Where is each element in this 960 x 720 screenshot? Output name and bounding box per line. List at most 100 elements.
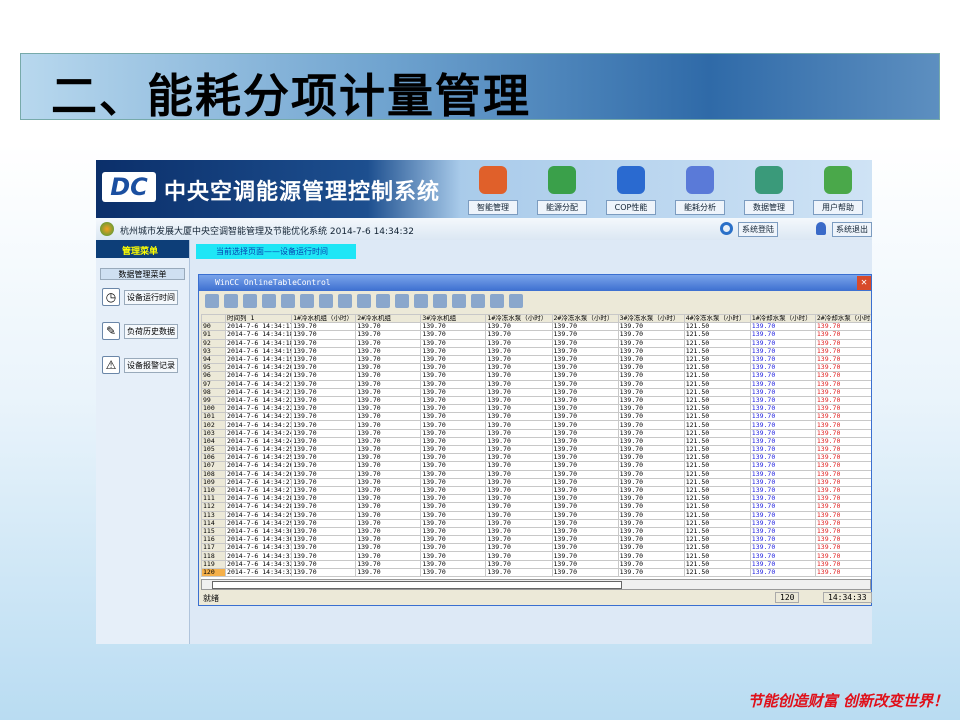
table-row[interactable]: 100 2014-7-6 14:34:22 139.70 139.70 139.70 13… (201, 404, 871, 414)
column-header[interactable]: 1#冷却水泵（小时） (749, 314, 816, 324)
column-header[interactable]: 3#冷水机组 (420, 314, 487, 324)
sidebar-item[interactable]: ◷ 设备运行时间 (96, 286, 189, 314)
table-cell: 139.70 (814, 551, 871, 561)
properties-icon[interactable] (376, 294, 390, 308)
table-cell: 139.70 (749, 379, 816, 389)
nav-1[interactable]: 能源分配 (537, 166, 587, 215)
table-row[interactable]: 107 2014-7-6 14:34:26 139.70 139.70 139.70 13… (201, 461, 871, 471)
table-cell: 103 (201, 428, 227, 438)
table-cell: 139.70 (485, 404, 553, 414)
column-header[interactable]: 1#冷冻水泵（小时） (485, 314, 553, 324)
column-header[interactable]: 4#冷冻水泵（小时） (683, 314, 751, 324)
column-header[interactable]: 时间列 1 (225, 314, 293, 324)
table-row[interactable]: 92 2014-7-6 14:34:18 139.70 139.70 139.70 139… (201, 338, 871, 348)
table-row[interactable]: 94 2014-7-6 14:34:19 139.70 139.70 139.70 139… (201, 354, 871, 365)
timer-icon[interactable] (395, 294, 409, 308)
table-cell: 139.70 (355, 412, 422, 422)
table-cell: 139.70 (485, 485, 553, 496)
table-row[interactable]: 114 2014-7-6 14:34:29 139.70 139.70 139.70 13… (201, 518, 871, 528)
pause-icon[interactable] (452, 294, 466, 308)
table-row[interactable]: 112 2014-7-6 14:34:28 139.70 139.70 139.70 13… (201, 502, 871, 512)
print-icon[interactable] (471, 294, 485, 308)
table-row[interactable]: 99 2014-7-6 14:34:22 139.70 139.70 139.70 139… (201, 395, 871, 406)
table-row[interactable]: 117 2014-7-6 14:34:31 139.70 139.70 139.70 13… (201, 543, 871, 553)
table-cell: 139.70 (551, 444, 619, 455)
status-bar: 就绪 120 14:34:33 (201, 591, 872, 605)
table-row[interactable]: 118 2014-7-6 14:34:31 139.70 139.70 139.70 13… (201, 551, 871, 561)
table-row[interactable]: 90 2014-7-6 14:34:17 139.70 139.70 139.70 139… (201, 322, 871, 332)
table-row[interactable]: 103 2014-7-6 14:34:24 139.70 139.70 139.70 13… (201, 428, 871, 438)
copy-icon[interactable] (338, 294, 352, 308)
last-icon[interactable] (300, 294, 314, 308)
logout-button[interactable]: 系统退出 (832, 222, 872, 237)
help-icon[interactable] (205, 294, 219, 308)
table-cell: 139.70 (617, 420, 685, 430)
sidebar-item[interactable]: ⚠ 设备报警记录 (96, 354, 189, 382)
columns-icon[interactable] (357, 294, 371, 308)
nav-4[interactable]: 数据管理 (744, 166, 794, 215)
table-cell: 139.70 (355, 428, 422, 438)
filter-icon[interactable] (509, 294, 523, 308)
table-row[interactable]: 108 2014-7-6 14:34:26 139.70 139.70 139.70 13… (201, 469, 871, 479)
column-header[interactable]: 3#冷冻水泵（小时） (617, 314, 685, 324)
import-icon[interactable] (433, 294, 447, 308)
table-row[interactable]: 113 2014-7-6 14:34:29 139.70 139.70 139.70 13… (201, 510, 871, 520)
table-cell: 139.70 (291, 444, 357, 455)
table-cell: 139.70 (355, 502, 422, 512)
nav-2[interactable]: COP性能 (606, 166, 656, 215)
table-row[interactable]: 101 2014-7-6 14:34:23 139.70 139.70 139.70 13… (201, 412, 871, 422)
table-cell: 139.70 (617, 461, 685, 471)
config-icon[interactable] (224, 294, 238, 308)
table-cell: 139.70 (551, 485, 619, 496)
table-cell: 2014-7-6 14:34:27 (225, 485, 293, 496)
table-row[interactable]: 119 2014-7-6 14:34:32 139.70 139.70 139.70 13… (201, 559, 871, 569)
table-row[interactable]: 111 2014-7-6 14:34:28 139.70 139.70 139.70 13… (201, 494, 871, 504)
table-row[interactable]: 97 2014-7-6 14:34:21 139.70 139.70 139.70 139… (201, 379, 871, 389)
sidebar-item[interactable]: ✎ 负荷历史数据 (96, 320, 189, 348)
table-cell: 121.50 (683, 502, 751, 512)
table-row[interactable]: 110 2014-7-6 14:34:27 139.70 139.70 139.70 13… (201, 485, 871, 496)
column-header[interactable]: 2#冷水机组 (355, 314, 422, 324)
table-row[interactable]: 95 2014-7-6 14:34:20 139.70 139.70 139.70 139… (201, 363, 871, 373)
table-cell: 139.70 (551, 387, 619, 397)
table-cell: 139.70 (485, 412, 553, 422)
table-row[interactable]: 98 2014-7-6 14:34:21 139.70 139.70 139.70 139… (201, 387, 871, 397)
column-header[interactable]: 2#冷冻水泵（小时） (551, 314, 619, 324)
table-row[interactable]: 120 2014-7-6 14:34:32 139.70 139.70 139.70 13… (201, 567, 871, 578)
scrollbar-thumb[interactable] (212, 581, 622, 589)
table-cell: 2014-7-6 14:34:21 (225, 387, 293, 397)
select-icon[interactable] (490, 294, 504, 308)
column-header[interactable]: 1#冷水机组（小时） (291, 314, 357, 324)
table-cell: 2014-7-6 14:34:32 (225, 567, 293, 578)
table-row[interactable]: 93 2014-7-6 14:34:19 139.70 139.70 139.70 139… (201, 346, 871, 356)
export-icon[interactable] (414, 294, 428, 308)
table-cell: 139.70 (291, 526, 357, 537)
table-row[interactable]: 106 2014-7-6 14:34:25 139.70 139.70 139.70 13… (201, 453, 871, 463)
table-cell: 139.70 (485, 436, 553, 447)
nav-3[interactable]: 能耗分析 (675, 166, 725, 215)
close-icon[interactable]: ✕ (857, 276, 871, 290)
table-row[interactable]: 116 2014-7-6 14:34:30 139.70 139.70 139.70 13… (201, 535, 871, 545)
nav-0[interactable]: 智能管理 (468, 166, 518, 215)
prev-icon[interactable] (262, 294, 276, 308)
table-row[interactable]: 102 2014-7-6 14:34:23 139.70 139.70 139.70 13… (201, 420, 871, 430)
table-cell: 121.50 (683, 387, 751, 397)
table-row[interactable]: 115 2014-7-6 14:34:30 139.70 139.70 139.70 13… (201, 526, 871, 537)
column-header[interactable]: 2#冷却水泵（小时） (814, 314, 871, 324)
table-row[interactable]: 104 2014-7-6 14:34:24 139.70 139.70 139.70 13… (201, 436, 871, 447)
table-row[interactable]: 91 2014-7-6 14:34:18 139.70 139.70 139.70 139… (201, 330, 871, 340)
edit-icon[interactable] (319, 294, 333, 308)
table-row[interactable]: 105 2014-7-6 14:34:25 139.70 139.70 139.70 13… (201, 444, 871, 455)
table-row[interactable]: 96 2014-7-6 14:34:20 139.70 139.70 139.70 139… (201, 371, 871, 381)
first-icon[interactable] (243, 294, 257, 308)
login-button[interactable]: 系统登陆 (738, 222, 778, 237)
table-row[interactable]: 109 2014-7-6 14:34:27 139.70 139.70 139.70 13… (201, 477, 871, 487)
current-page-label: 当前选择页面——设备运行时间 (196, 244, 356, 259)
table-cell: 139.70 (749, 363, 816, 373)
next-icon[interactable] (281, 294, 295, 308)
nav-5[interactable]: 用户帮助 (813, 166, 863, 215)
column-header[interactable] (201, 314, 227, 324)
table-cell: 139.70 (814, 510, 871, 520)
globe-pen-icon (617, 166, 645, 194)
horizontal-scrollbar[interactable] (201, 579, 871, 590)
